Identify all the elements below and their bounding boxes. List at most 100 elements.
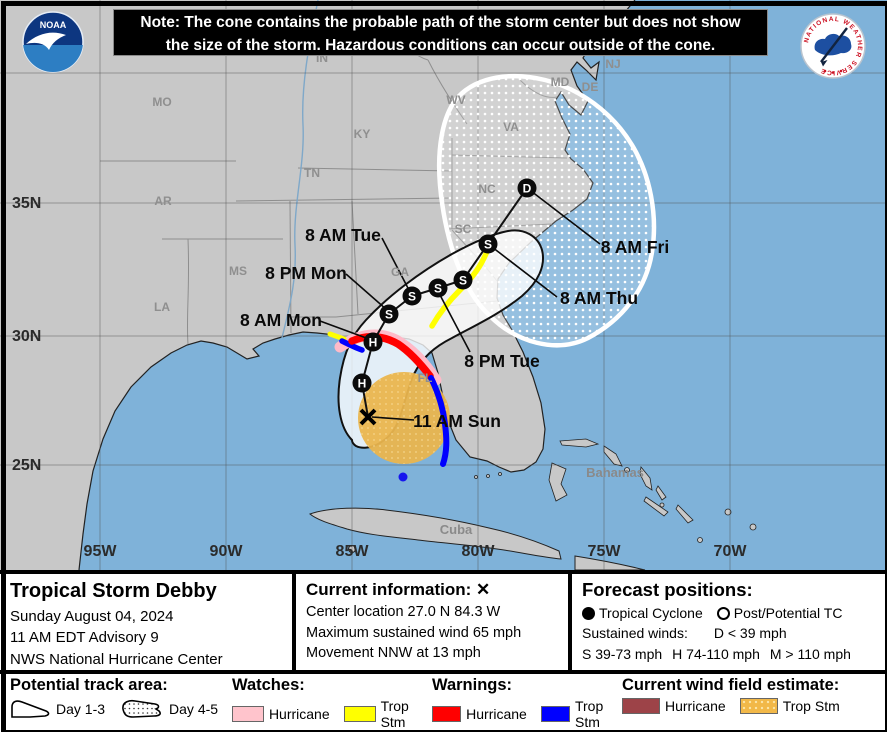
warnings-legend: Warnings: Hurricane Trop Stm [432, 676, 618, 730]
marker-d-1: D [517, 178, 537, 198]
state-labels: MO AR LA MS IN KY TN WV VA MD DE NJ NC S… [152, 51, 620, 385]
noaa-logo-text: NOAA [40, 20, 67, 30]
marker-s-5: S [478, 234, 498, 254]
wind-field-title: Current wind field estimate: [622, 676, 840, 694]
watches-title: Watches: [232, 676, 305, 694]
latitude-labels: 35N 30N 25N [12, 195, 41, 474]
marker-s-3: S [428, 278, 448, 298]
forecast-positions-title: Forecast positions: [582, 579, 753, 600]
label-8am-thu: 8 AM Thu [560, 288, 638, 308]
svg-text:DE: DE [582, 80, 599, 94]
windfield-tropstm-swatch [739, 698, 778, 714]
svg-text:NC: NC [478, 182, 496, 196]
svg-text:LA: LA [154, 300, 170, 314]
warning-tropstm-swatch [540, 706, 570, 722]
sustained-winds-label: Sustained winds: [582, 625, 688, 642]
forecast-markers: H H S S S S S D [352, 178, 537, 393]
watch-hurricane-swatch [232, 706, 264, 722]
svg-text:95W: 95W [84, 543, 118, 560]
tropical-cyclone-dot-icon [582, 607, 595, 620]
current-movement: Movement NNW at 13 mph [306, 645, 481, 662]
potential-track-area-title: Potential track area: [10, 676, 168, 694]
svg-text:TN: TN [304, 166, 320, 180]
bahamas-islands [474, 438, 757, 543]
legend-row: Potential track area: Day 1-3 Day 4-5 Wa… [0, 670, 887, 732]
svg-text:25N: 25N [12, 457, 41, 474]
svg-text:S: S [408, 290, 416, 304]
marker-s-2: S [402, 286, 422, 306]
current-max-wind: Maximum sustained wind 65 mph [306, 624, 522, 641]
storm-date: Sunday August 04, 2024 [10, 608, 174, 625]
svg-text:S: S [434, 282, 442, 296]
current-info-panel: Current information: ✕ Center location 2… [296, 574, 572, 670]
svg-text:MO: MO [152, 95, 171, 109]
watch-tropstm-label: Trop Stm [380, 698, 409, 730]
wind-field-tropstm-dots [358, 372, 450, 464]
warning-tropstm-segment-west [339, 338, 365, 353]
warning-hurricane-label: Hurricane [466, 706, 527, 722]
note-line-2: the size of the storm. Hazardous conditi… [165, 36, 716, 54]
time-labels: 11 AM Sun 8 AM Mon 8 PM Mon 8 AM Tue 8 P… [240, 225, 669, 431]
mississippi-river [281, 0, 319, 339]
svg-text:S: S [459, 274, 467, 288]
label-8pm-tue: 8 PM Tue [464, 351, 540, 371]
label-11am-sun: 11 AM Sun [413, 411, 501, 431]
wind-categories-line: S 39-73 mph H 74-110 mph M > 110 mph [582, 644, 877, 664]
svg-text:H: H [369, 336, 378, 350]
forecast-positions-panel: Forecast positions: Tropical Cyclone Post… [572, 574, 887, 670]
svg-text:70W: 70W [714, 543, 748, 560]
note-line-1: Note: The cone contains the probable pat… [140, 14, 741, 31]
day13-label: Day 1-3 [56, 700, 106, 717]
svg-text:H: H [358, 377, 367, 391]
svg-text:Bahamas: Bahamas [586, 465, 644, 480]
storm-info-panel: Tropical Storm Debby Sunday August 04, 2… [0, 574, 296, 670]
svg-text:Cuba: Cuba [440, 522, 473, 537]
windfield-tropstm-label: Trop Stm [782, 698, 840, 714]
marker-s-1: S [379, 304, 399, 324]
watch-tropstm-segment-west [327, 331, 347, 342]
label-8am-fri: 8 AM Fri [601, 237, 669, 257]
label-8am-mon: 8 AM Mon [240, 310, 322, 330]
wind-field-legend: Current wind field estimate: Hurricane T… [622, 676, 880, 714]
storm-source: NWS National Hurricane Center [10, 650, 223, 668]
svg-text:D: D [523, 182, 532, 196]
svg-text:85W: 85W [336, 543, 370, 560]
windfield-hurricane-swatch [622, 698, 660, 714]
svg-text:90W: 90W [210, 543, 244, 560]
forecast-marker-types: Tropical Cyclone Post/Potential TC [582, 603, 877, 623]
warning-tropstm-label: Trop Stm [574, 698, 604, 730]
post-potential-tc-label: Post/Potential TC [733, 605, 843, 621]
svg-text:KY: KY [354, 127, 371, 141]
note-banner: Note: The cone contains the probable pat… [113, 9, 768, 56]
post-potential-tc-ring-icon [716, 607, 730, 620]
current-position-x-marker [359, 408, 377, 426]
storm-advisory: 11 AM EDT Advisory 9 [10, 629, 159, 647]
label-leader-lines [319, 190, 601, 421]
sustained-winds-line: Sustained winds: D < 39 mph [582, 623, 877, 643]
svg-text:WV: WV [446, 93, 465, 107]
svg-text:FL: FL [418, 371, 433, 385]
warning-point [398, 472, 408, 482]
wind-category-d: D < 39 mph [713, 625, 787, 642]
potential-track-area-legend: Potential track area: Day 1-3 Day 4-5 [10, 676, 228, 719]
svg-text:S: S [385, 308, 393, 322]
svg-text:GA: GA [391, 265, 409, 279]
day45-label: Day 4-5 [169, 700, 219, 717]
nws-logo: NATIONAL WEATHER SERVICE [800, 13, 866, 79]
watch-tropstm-swatch [343, 706, 376, 722]
svg-text:NJ: NJ [605, 57, 620, 71]
svg-text:35N: 35N [12, 195, 41, 212]
longitude-labels: 95W 90W 85W 80W 75W 70W [84, 543, 748, 560]
current-info-title: Current information: ✕ [306, 580, 491, 599]
svg-text:SC: SC [455, 222, 472, 236]
tropical-cyclone-label: Tropical Cyclone [599, 605, 703, 621]
svg-text:AR: AR [154, 194, 172, 208]
current-center-location: Center location 27.0 N 84.3 W [306, 604, 501, 620]
noaa-logo: NOAA [22, 11, 84, 73]
wind-category-s: S 39-73 mph [582, 645, 663, 662]
day13-cone-icon [11, 700, 50, 718]
svg-text:30N: 30N [12, 328, 41, 345]
windfield-hurricane-label: Hurricane [665, 698, 726, 714]
warning-hurricane-swatch [432, 706, 462, 722]
